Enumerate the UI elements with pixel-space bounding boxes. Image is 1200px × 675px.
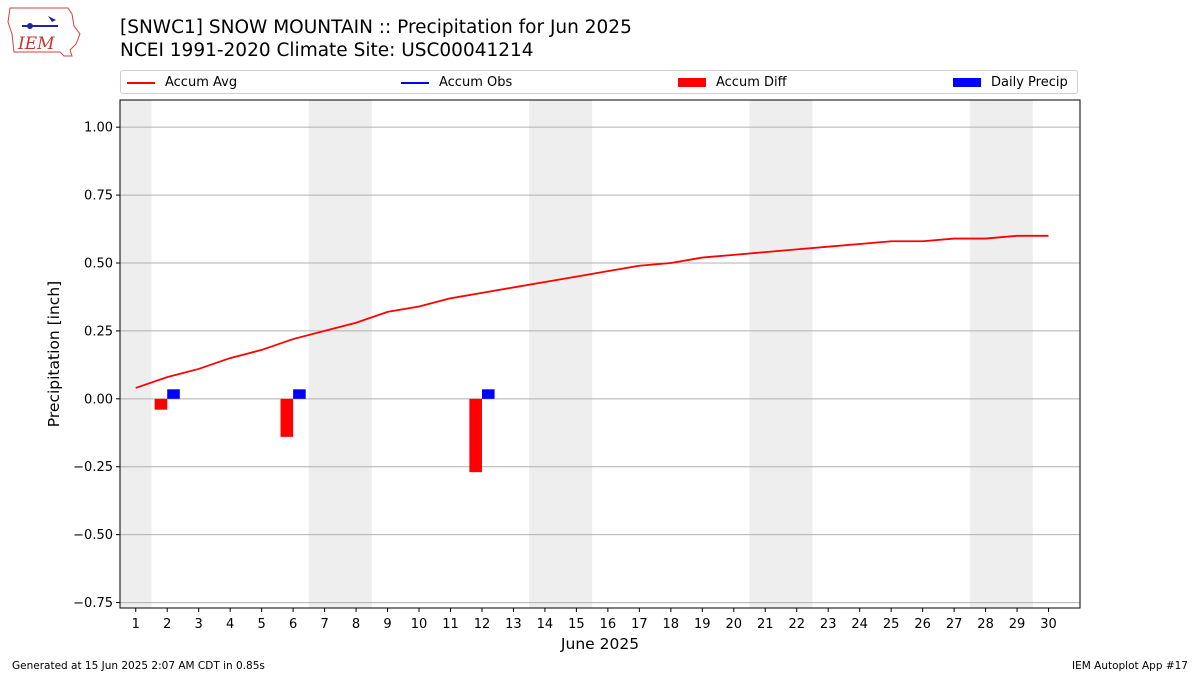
x-tick-label: 8: [352, 617, 360, 632]
weekend-shade: [969, 100, 1033, 608]
x-tick-label: 21: [757, 617, 774, 632]
x-tick-label: 17: [631, 617, 648, 632]
x-tick-label: 5: [257, 617, 265, 632]
x-tick-label: 13: [505, 617, 522, 632]
x-tick-label: 4: [226, 617, 234, 632]
legend-item-accum-avg: Accum Avg: [127, 75, 237, 90]
x-tick-label: 24: [851, 617, 868, 632]
x-tick-label: 3: [195, 617, 203, 632]
x-tick-label: 27: [946, 617, 963, 632]
x-tick-label: 28: [977, 617, 994, 632]
weekend-shade: [529, 100, 593, 608]
accum-diff-bar: [154, 398, 168, 410]
legend-label: Accum Avg: [165, 75, 238, 90]
legend-swatch: [127, 81, 155, 84]
weekend-shade: [749, 100, 813, 608]
y-tick-label: 1.00: [84, 121, 113, 136]
x-axis-label: June 2025: [560, 635, 639, 653]
legend-swatch: [953, 78, 981, 87]
accum-diff-bar: [280, 398, 294, 437]
daily-precip-bar: [481, 389, 495, 399]
iowa-state-outline-icon: [7, 7, 81, 57]
y-tick-label: 0.25: [84, 324, 113, 339]
legend-swatch: [678, 78, 706, 87]
legend-item-daily-precip: Daily Precip: [953, 75, 1068, 90]
y-tick-label: −0.75: [73, 596, 113, 611]
chart-subtitle: NCEI 1991-2020 Climate Site: USC00041214: [120, 40, 534, 61]
legend-swatch: [401, 81, 429, 84]
legend-label: Daily Precip: [991, 75, 1068, 90]
y-tick-label: −0.50: [73, 528, 113, 543]
x-tick-label: 11: [442, 617, 459, 632]
x-tick-label: 14: [537, 617, 554, 632]
generated-timestamp: Generated at 15 Jun 2025 2:07 AM CDT in …: [12, 660, 265, 672]
x-tick-label: 15: [568, 617, 585, 632]
x-tick-label: 25: [883, 617, 900, 632]
x-tick-label: 16: [600, 617, 617, 632]
x-tick-label: 29: [1009, 617, 1026, 632]
x-tick-label: 18: [663, 617, 680, 632]
plot-frame: [119, 99, 1081, 609]
legend-label: Accum Diff: [716, 75, 787, 90]
x-tick-label: 10: [411, 617, 428, 632]
y-axis-label: Precipitation [inch]: [45, 281, 63, 427]
weekend-shade: [308, 100, 372, 608]
x-tick-label: 12: [474, 617, 491, 632]
legend-item-accum-diff: Accum Diff: [678, 75, 787, 90]
weekend-shade: [120, 100, 152, 608]
daily-precip-bar: [167, 389, 180, 399]
y-tick-label: 0.00: [84, 392, 113, 407]
accum-avg-line: [135, 234, 1049, 389]
chart-title: [SNWC1] SNOW MOUNTAIN :: Precipitation f…: [120, 17, 632, 38]
accum-diff-bar: [469, 398, 482, 473]
x-tick-label: 1: [132, 617, 140, 632]
legend: Accum Avg Accum Obs Accum Diff Daily Pre…: [120, 70, 1078, 94]
y-tick-label: 0.75: [84, 189, 113, 204]
x-tick-label: 6: [289, 617, 297, 632]
daily-precip-bar: [293, 389, 306, 399]
y-tick-label: −0.25: [73, 460, 113, 475]
x-tick-label: 30: [1040, 617, 1057, 632]
y-tick-label: 0.50: [84, 256, 113, 271]
x-tick-label: 26: [914, 617, 931, 632]
x-tick-label: 19: [694, 617, 711, 632]
x-tick-label: 22: [788, 617, 805, 632]
app-label: IEM Autoplot App #17: [1072, 660, 1188, 672]
x-tick-label: 20: [725, 617, 742, 632]
legend-label: Accum Obs: [439, 75, 513, 90]
x-tick-label: 2: [163, 617, 171, 632]
logo-text: IEM: [17, 34, 55, 54]
x-tick-label: 23: [820, 617, 837, 632]
x-tick-label: 7: [320, 617, 328, 632]
x-tick-label: 9: [383, 617, 391, 632]
iem-logo: IEM: [7, 7, 81, 57]
legend-item-accum-obs: Accum Obs: [401, 75, 512, 90]
